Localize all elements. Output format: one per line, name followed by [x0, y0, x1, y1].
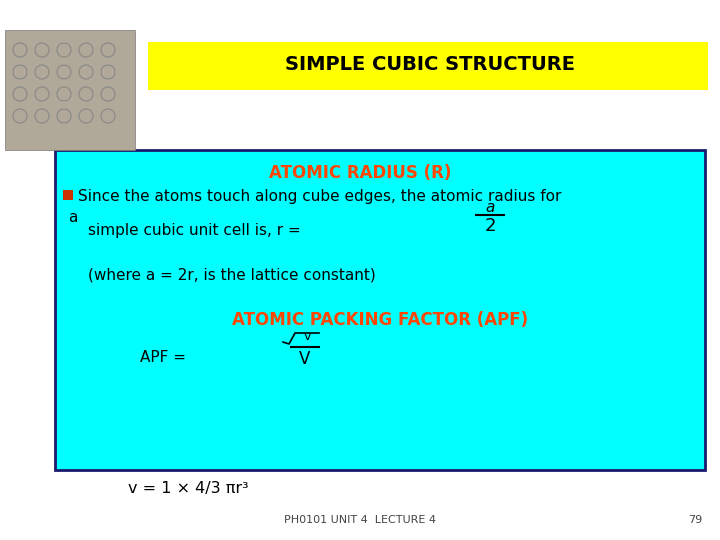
- Text: Since the atoms touch along cube edges, the atomic radius for: Since the atoms touch along cube edges, …: [78, 188, 562, 204]
- Text: SIMPLE CUBIC STRUCTURE: SIMPLE CUBIC STRUCTURE: [285, 56, 575, 75]
- FancyBboxPatch shape: [5, 30, 135, 150]
- Text: (where a = 2r, is the lattice constant): (where a = 2r, is the lattice constant): [88, 267, 376, 282]
- Text: simple cubic unit cell is, r =: simple cubic unit cell is, r =: [88, 222, 301, 238]
- Text: a: a: [68, 211, 77, 226]
- Text: v: v: [303, 330, 311, 343]
- Text: ATOMIC PACKING FACTOR (APF): ATOMIC PACKING FACTOR (APF): [232, 311, 528, 329]
- Text: a: a: [485, 200, 495, 215]
- Text: PH0101 UNIT 4  LECTURE 4: PH0101 UNIT 4 LECTURE 4: [284, 515, 436, 525]
- Text: APF =: APF =: [140, 350, 186, 366]
- FancyBboxPatch shape: [63, 190, 73, 200]
- FancyBboxPatch shape: [148, 42, 708, 90]
- Text: 79: 79: [688, 515, 702, 525]
- Text: v = 1 × 4/3 πr³: v = 1 × 4/3 πr³: [128, 481, 248, 496]
- Text: V: V: [300, 350, 311, 368]
- Text: 2: 2: [485, 217, 496, 235]
- FancyBboxPatch shape: [55, 150, 705, 470]
- Text: ATOMIC RADIUS (R): ATOMIC RADIUS (R): [269, 164, 451, 182]
